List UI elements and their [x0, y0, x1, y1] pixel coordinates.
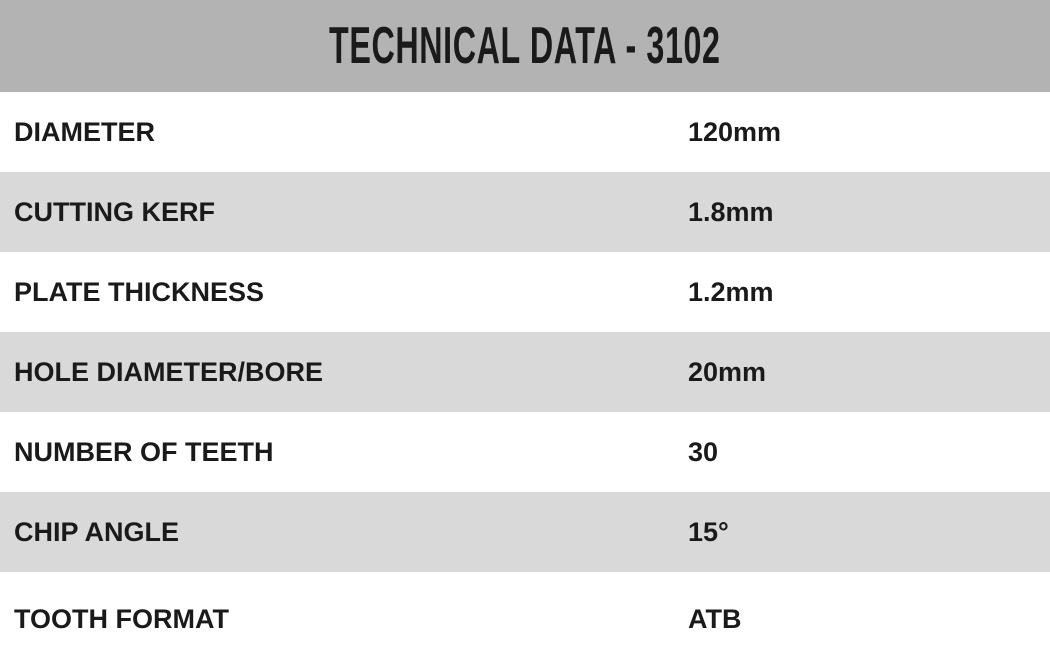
table-row: HOLE DIAMETER/BORE 20mm [0, 332, 1050, 412]
spec-value: 1.2mm [688, 276, 774, 307]
table-header: TECHNICAL DATA - 3102 [0, 0, 1050, 92]
spec-value: 15° [688, 516, 729, 547]
spec-value: 30 [688, 436, 719, 467]
page-title: TECHNICAL DATA - 3102 [329, 17, 721, 75]
table-row: CHIP ANGLE 15° [0, 492, 1050, 572]
spec-label: TOOTH FORMAT [14, 604, 229, 634]
spec-value: 120mm [688, 116, 782, 147]
spec-label: DIAMETER [14, 116, 155, 147]
spec-label: NUMBER OF TEETH [14, 436, 274, 467]
spec-label: PLATE THICKNESS [14, 276, 265, 307]
spec-label: HOLE DIAMETER/BORE [14, 356, 324, 387]
spec-label: CUTTING KERF [14, 196, 215, 227]
table-row: DIAMETER 120mm [0, 92, 1050, 172]
table-row: TOOTH FORMAT ATB [0, 572, 1050, 667]
table-row: NUMBER OF TEETH 30 [0, 412, 1050, 492]
spec-table: DIAMETER 120mm CUTTING KERF 1.8mm PLATE TH… [0, 92, 1050, 667]
spec-value: 20mm [688, 356, 767, 387]
spec-label: CHIP ANGLE [14, 516, 180, 547]
spec-value: 1.8mm [688, 196, 774, 227]
spec-value: ATB [688, 604, 742, 634]
table-row: PLATE THICKNESS 1.2mm [0, 252, 1050, 332]
table-row: CUTTING KERF 1.8mm [0, 172, 1050, 252]
